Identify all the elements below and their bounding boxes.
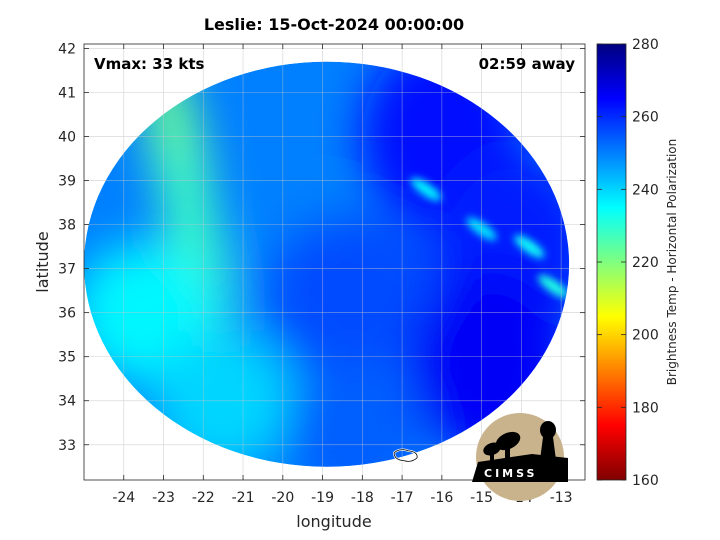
field-region-storm-core — [264, 215, 445, 376]
colorbar-ticks: 160 180 200 220 240 260 280 — [597, 37, 659, 489]
x-tick-label: -20 — [271, 490, 294, 506]
x-tick-label: -21 — [232, 490, 255, 506]
chart-title: Leslie: 15-Oct-2024 00:00:00 — [204, 15, 464, 34]
x-tick-label: -15 — [470, 490, 493, 506]
colorbar-tick-label: 240 — [632, 182, 659, 198]
y-tick-label: 38 — [58, 218, 76, 234]
swath-group — [84, 61, 570, 467]
colorbar-tick-label: 220 — [632, 255, 659, 271]
building-icon — [472, 454, 568, 482]
x-tick-label: -18 — [351, 490, 374, 506]
colorbar-tick-label: 200 — [632, 328, 659, 344]
colorbar-tick-label: 260 — [632, 110, 659, 126]
y-ticks: 33 34 35 36 37 38 39 40 41 42 — [58, 41, 585, 454]
x-tick-label: -17 — [391, 490, 414, 506]
y-tick-label: 33 — [58, 438, 76, 454]
y-tick-label: 35 — [58, 350, 76, 366]
x-tick-label: -19 — [311, 490, 334, 506]
dish-post — [505, 446, 510, 460]
cold-streak — [410, 177, 442, 201]
x-tick-label: -16 — [430, 490, 453, 506]
y-tick-label: 40 — [58, 129, 76, 145]
y-tick-label: 34 — [58, 394, 76, 410]
field-region-south — [284, 361, 425, 467]
satellite-dish-icon — [495, 431, 521, 451]
colorbar-tick-label: 180 — [632, 400, 659, 416]
water-tower-legs — [540, 437, 556, 460]
time-away-annotation: 02:59 away — [479, 55, 576, 73]
water-tower-icon — [540, 421, 556, 439]
x-tick-label: -23 — [152, 490, 175, 506]
x-tick-label: -13 — [550, 490, 573, 506]
cimss-logo: CIMSS — [472, 413, 568, 501]
cold-streak — [538, 274, 569, 298]
colorbar-label: Brightness Temp - Horizontal Polarizatio… — [665, 139, 679, 386]
y-tick-label: 39 — [58, 174, 76, 190]
y-tick-label: 41 — [58, 85, 76, 101]
vmax-annotation: Vmax: 33 kts — [94, 55, 204, 73]
field-region-western-band-south — [161, 134, 230, 350]
x-tick-label: -24 — [112, 490, 135, 506]
small-dish-icon — [483, 442, 501, 456]
coastline-inner — [393, 449, 418, 462]
y-tick-label: 42 — [58, 41, 76, 57]
logo-text: CIMSS — [484, 467, 537, 480]
axes-frame — [83, 43, 586, 481]
logo-silhouette-icon — [472, 421, 568, 482]
colorbar-tick-label: 280 — [632, 37, 659, 53]
y-tick-label: 36 — [58, 306, 76, 322]
small-dish-post — [490, 452, 494, 461]
x-tick-label: -22 — [192, 490, 215, 506]
cold-streak — [514, 235, 545, 259]
y-tick-label: 37 — [58, 262, 76, 278]
x-axis-label: longitude — [296, 512, 371, 531]
colorbar-tick-label: 160 — [632, 473, 659, 489]
y-axis-label: latitude — [33, 231, 52, 292]
